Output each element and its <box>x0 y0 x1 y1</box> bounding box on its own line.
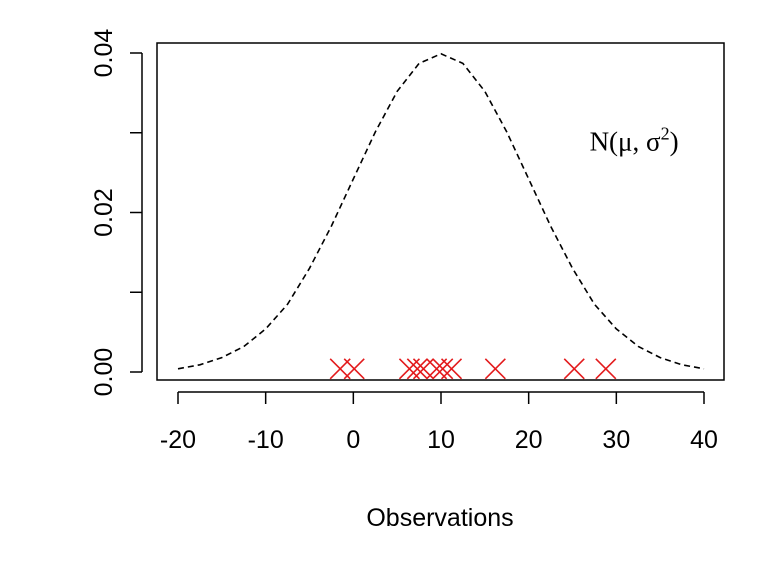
observation-marker <box>563 358 585 380</box>
observation-marker <box>484 358 506 380</box>
x-axis-title: Observations <box>366 504 513 532</box>
observation-markers <box>329 358 617 380</box>
observation-marker <box>406 358 428 380</box>
y-tick-label: 0.00 <box>90 348 118 397</box>
x-tick-label: 10 <box>427 426 455 454</box>
annotation-end: ) <box>670 127 679 157</box>
annotation-superscript: 2 <box>661 124 670 144</box>
x-axis: -20 -10 0 10 20 30 40 <box>160 391 718 454</box>
observation-marker <box>343 358 365 380</box>
y-tick-label: 0.02 <box>90 188 118 237</box>
observation-marker <box>432 358 454 380</box>
y-axis: 0.00 0.02 0.04 <box>90 29 143 397</box>
x-tick-label: 30 <box>602 426 630 454</box>
x-tick-label: 40 <box>690 426 718 454</box>
observation-marker <box>426 358 448 380</box>
annotation-main: N(μ, σ <box>590 127 661 157</box>
y-tick-label: 0.04 <box>90 29 118 78</box>
x-tick-label: -10 <box>248 426 284 454</box>
x-tick-label: -20 <box>160 426 196 454</box>
x-tick-label: 20 <box>515 426 543 454</box>
plot-box <box>156 42 725 381</box>
observation-marker <box>595 358 617 380</box>
density-curve <box>177 52 705 370</box>
distribution-annotation: N(μ, σ2) <box>590 124 679 157</box>
x-tick-label: 0 <box>346 426 360 454</box>
observation-marker <box>440 358 463 380</box>
